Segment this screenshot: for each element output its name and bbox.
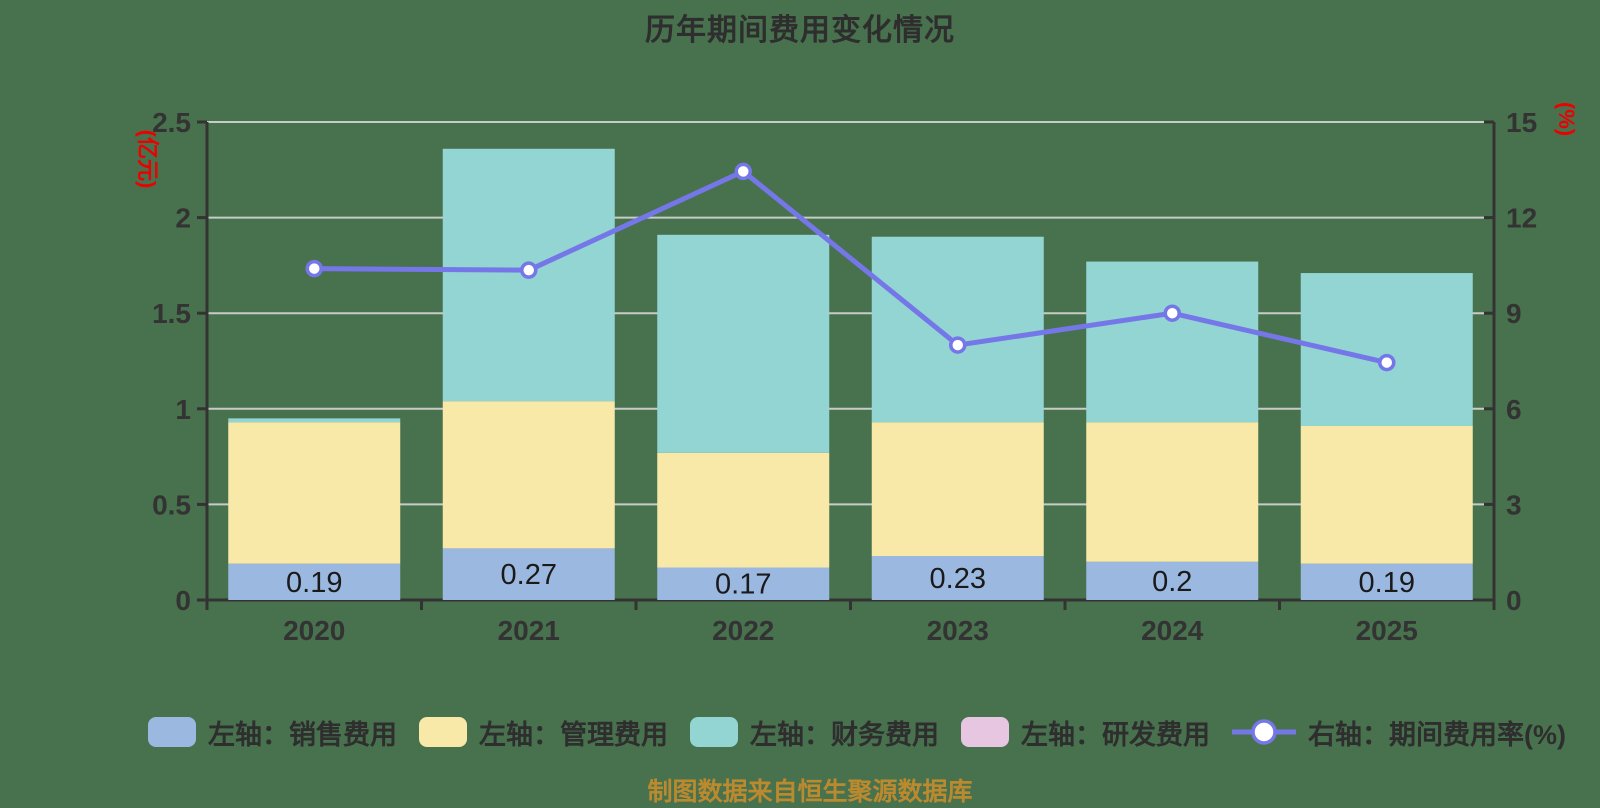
legend-swatch-sales — [148, 717, 196, 747]
y-axis-left-tick-label: 1.5 — [152, 298, 191, 329]
y-axis-right-tick-label: 12 — [1506, 203, 1537, 234]
y-axis-right-tick-label: 3 — [1506, 489, 1522, 520]
bar-value-label: 0.27 — [501, 559, 557, 591]
rate-line-marker[interactable] — [734, 162, 752, 181]
bar-segment-admin[interactable] — [657, 452, 830, 568]
bar-segment-admin[interactable] — [871, 422, 1044, 557]
legend-swatch-rd — [961, 717, 1009, 747]
legend-item-finance[interactable]: 左轴：财务费用 — [690, 713, 939, 752]
legend-item-admin[interactable]: 左轴：管理费用 — [419, 713, 668, 752]
x-axis-label: 2023 — [927, 615, 989, 646]
legend-swatch-finance — [690, 717, 738, 747]
legend-label-sales: 左轴：销售费用 — [208, 719, 397, 750]
y-axis-right-tick-label: 6 — [1506, 394, 1522, 425]
legend-label-rd: 左轴：研发费用 — [1021, 719, 1210, 750]
y-axis-right-tick-label: 15 — [1506, 107, 1537, 138]
legend-line-marker-icon — [1232, 719, 1296, 745]
x-axis-label: 2025 — [1356, 615, 1418, 646]
legend-item-sales[interactable]: 左轴：销售费用 — [148, 713, 397, 752]
bar-segment-finance[interactable] — [871, 236, 1044, 423]
rate-line-marker[interactable] — [520, 261, 538, 279]
y-axis-right-tick-label: 9 — [1506, 298, 1522, 329]
bar-segment-sales[interactable] — [657, 567, 830, 600]
y-axis-left-tick-label: 0 — [175, 585, 191, 616]
bar-value-label: 0.23 — [930, 563, 986, 595]
bar-value-label: 0.17 — [715, 569, 771, 601]
bar-value-label: 0.2 — [1152, 566, 1192, 598]
x-axis-label: 2020 — [283, 615, 345, 646]
bar-segment-admin[interactable] — [1086, 422, 1259, 562]
x-axis-label: 2024 — [1141, 615, 1204, 646]
legend-label-admin: 左轴：管理费用 — [479, 719, 668, 750]
x-axis-label: 2021 — [498, 615, 560, 646]
bar-segment-finance[interactable] — [1086, 261, 1259, 423]
rate-line-marker[interactable] — [949, 336, 967, 354]
chart-title: 历年期间费用变化情况 — [645, 14, 955, 47]
bar-segment-sales[interactable] — [1300, 563, 1473, 600]
bar-segment-finance[interactable] — [657, 234, 830, 453]
x-axis-label: 2022 — [712, 615, 774, 646]
legend-label-finance: 左轴：财务费用 — [750, 719, 939, 750]
bar-segment-admin[interactable] — [1300, 426, 1473, 564]
bar-segment-admin[interactable] — [442, 401, 615, 549]
footer-source-note: 制图数据来自恒生聚源数据库 — [647, 778, 973, 806]
bar-value-label: 0.19 — [1359, 567, 1415, 599]
rate-line-marker[interactable] — [1378, 353, 1396, 372]
bar-segment-sales[interactable] — [442, 548, 615, 600]
bar-segment-admin[interactable] — [228, 422, 401, 564]
bar-segment-sales[interactable] — [1086, 561, 1259, 600]
legend-swatch-admin — [419, 717, 467, 747]
y-axis-left-tick-label: 2.5 — [152, 107, 191, 138]
legend-label-rate: 右轴：期间费用率(%) — [1308, 719, 1566, 750]
rate-line-marker[interactable] — [305, 259, 323, 278]
y-axis-right-tick-label: 0 — [1506, 585, 1522, 616]
bar-value-label: 0.19 — [286, 567, 342, 599]
rate-line-marker[interactable] — [1163, 304, 1181, 322]
legend-item-rd[interactable]: 左轴：研发费用 — [961, 713, 1210, 752]
y-axis-left-tick-label: 1 — [175, 394, 191, 425]
legend-item-rate[interactable]: 右轴：期间费用率(%) — [1232, 713, 1566, 752]
legend: 左轴：销售费用 左轴：管理费用 左轴：财务费用 左轴：研发费用 右轴：期间费用率(%) — [148, 712, 1566, 752]
bar-segment-sales[interactable] — [871, 556, 1044, 600]
y-axis-left-tick-label: 2 — [175, 203, 191, 234]
bar-segment-finance[interactable] — [228, 418, 401, 423]
bar-segment-sales[interactable] — [228, 563, 401, 600]
rate-line[interactable] — [311, 168, 1390, 366]
y-axis-left-tick-label: 0.5 — [152, 489, 191, 520]
